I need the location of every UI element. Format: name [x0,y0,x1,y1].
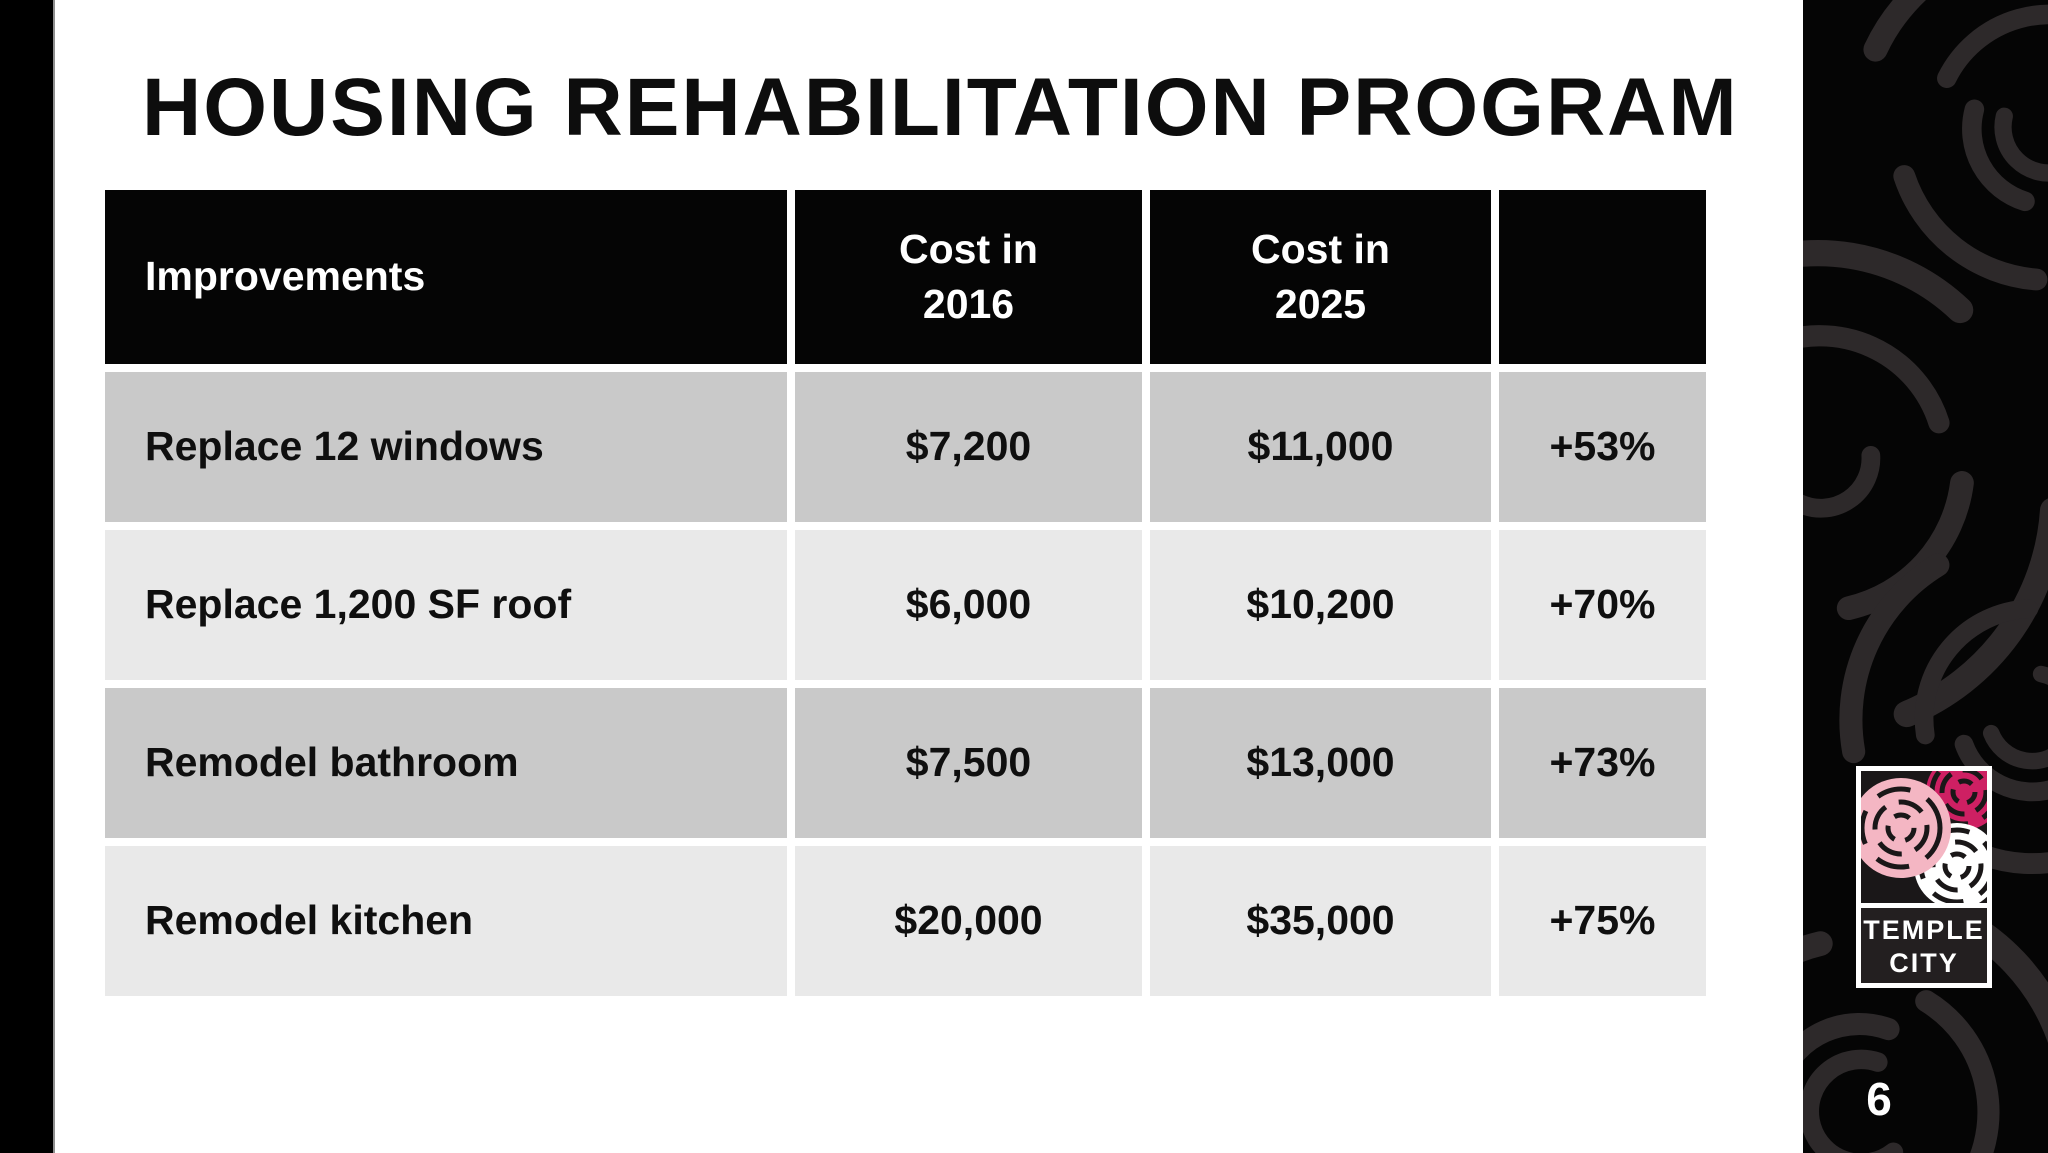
table-cell: $10,200 [1150,530,1491,680]
table-cell: $7,500 [795,688,1142,838]
table-header-cost-2016: Cost in 2016 [795,190,1142,364]
table-cell: +70% [1499,530,1706,680]
table-cell: $6,000 [795,530,1142,680]
table-cell: Replace 1,200 SF roof [105,530,787,680]
slide-title: HOUSING REHABILITATION PROGRAM [142,61,1739,153]
table-header-improvements: Improvements [105,190,787,364]
table-cell: +75% [1499,846,1706,996]
table-cell: Remodel bathroom [105,688,787,838]
page-number: 6 [1866,1073,1892,1125]
temple-city-logo: TEMPLE CITY [1856,766,1992,988]
table-header-cost-2025: Cost in 2025 [1150,190,1491,364]
table-cell: $7,200 [795,372,1142,522]
logo-text-city: CITY [1889,948,1959,978]
table-cell: Remodel kitchen [105,846,787,996]
table-cell: Replace 12 windows [105,372,787,522]
table-header-empty [1499,190,1706,364]
table-cell: $20,000 [795,846,1142,996]
sidebar-rose-pattern [1803,0,2048,1153]
logo-text-temple: TEMPLE [1863,915,1985,945]
table-cell: $35,000 [1150,846,1491,996]
table-cell: +53% [1499,372,1706,522]
table-cell: $11,000 [1150,372,1491,522]
temple-city-logo-graphic: TEMPLE CITY [1856,766,1992,988]
table-cell: +73% [1499,688,1706,838]
table-cell: $13,000 [1150,688,1491,838]
left-black-strip [0,0,55,1153]
cost-comparison-table: Improvements Cost in 2016 Cost in 2025 R… [105,190,1706,996]
